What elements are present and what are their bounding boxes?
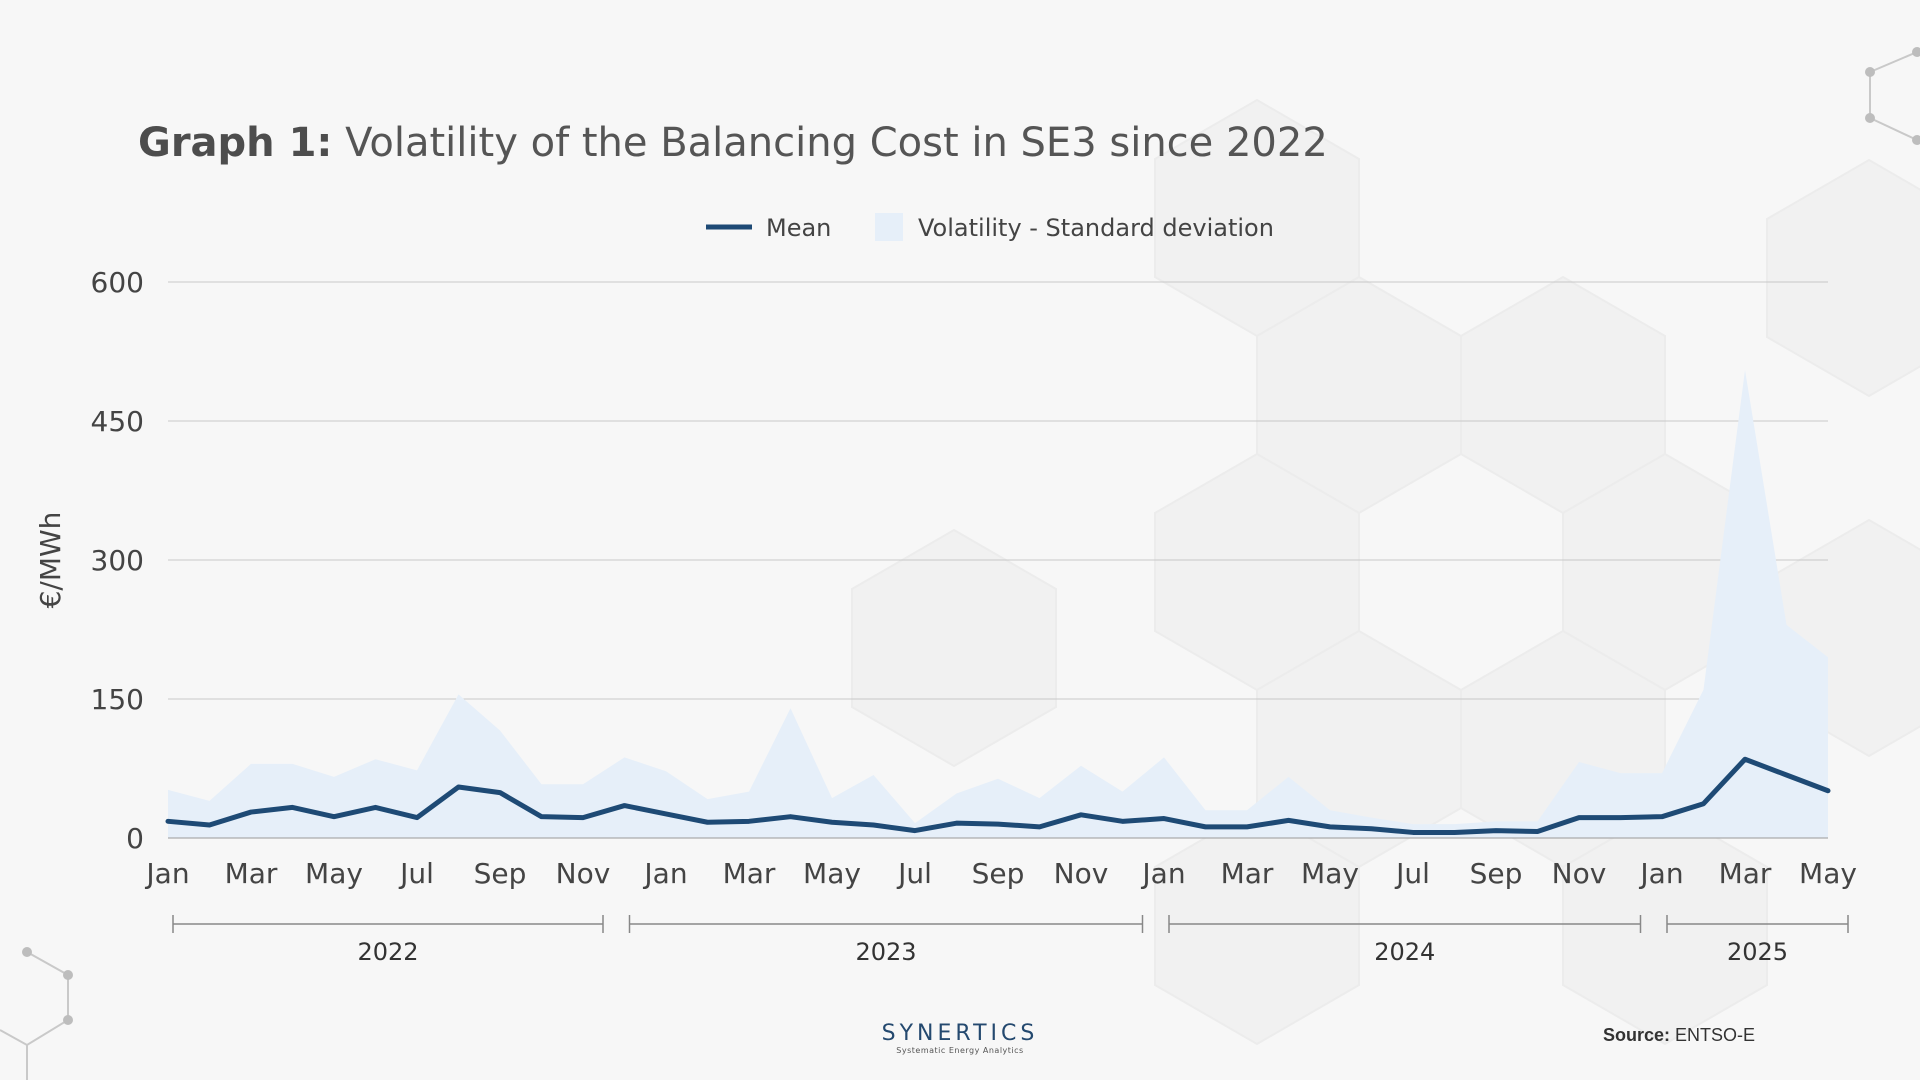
chart-title-bold: Graph 1: [138, 120, 333, 166]
legend-mean-label: Mean [766, 214, 831, 242]
volatility-area [168, 370, 1828, 838]
x-tick-label: May [1799, 857, 1857, 890]
x-tick-label: Sep [474, 857, 527, 890]
x-tick-label: Nov [556, 857, 611, 890]
x-tick-label: Mar [1719, 857, 1772, 890]
synertics-logo: SYNERTICS Systematic Energy Analytics [840, 1021, 1080, 1056]
source-value: ENTSO-E [1675, 1025, 1756, 1045]
chart-title: Graph 1: Volatility of the Balancing Cos… [138, 120, 1328, 166]
source-note: Source: ENTSO-E [1603, 1025, 1755, 1046]
x-tick-label: Jul [896, 857, 932, 890]
year-label: 2023 [855, 938, 916, 966]
logo-tagline: Systematic Energy Analytics [896, 1046, 1024, 1055]
x-tick-label: Jan [642, 857, 687, 890]
y-tick-label: 450 [91, 405, 144, 438]
x-tick-label: Mar [225, 857, 278, 890]
x-tick-label: Jan [144, 857, 189, 890]
chart-title-text: Volatility of the Balancing Cost in SE3 … [345, 120, 1328, 166]
x-tick-label: May [305, 857, 363, 890]
x-tick-label: Jan [1638, 857, 1683, 890]
mean-line [165, 756, 1831, 835]
x-tick-label: Nov [1552, 857, 1607, 890]
legend-volatility-swatch [875, 213, 903, 241]
x-tick-label: Mar [723, 857, 776, 890]
x-tick-label: Mar [1221, 857, 1274, 890]
x-tick-label: May [803, 857, 861, 890]
x-tick-label: Jul [398, 857, 434, 890]
x-tick-label: Sep [972, 857, 1025, 890]
x-tick-label: Nov [1054, 857, 1109, 890]
logo-name: SYNERTICS [881, 1021, 1039, 1046]
y-tick-label: 600 [91, 266, 144, 299]
y-tick-label: 150 [91, 683, 144, 716]
source-label: Source: [1603, 1025, 1671, 1045]
x-tick-label: May [1301, 857, 1359, 890]
x-tick-label: Sep [1470, 857, 1523, 890]
y-axis-label: €/MWh [34, 512, 67, 609]
x-tick-label: Jul [1394, 857, 1430, 890]
year-label: 2024 [1374, 938, 1435, 966]
y-tick-label: 0 [126, 822, 144, 855]
year-label: 2025 [1727, 938, 1788, 966]
x-tick-label: Jan [1140, 857, 1185, 890]
year-label: 2022 [357, 938, 418, 966]
y-tick-label: 300 [91, 544, 144, 577]
legend-volatility-label: Volatility - Standard deviation [918, 214, 1274, 242]
